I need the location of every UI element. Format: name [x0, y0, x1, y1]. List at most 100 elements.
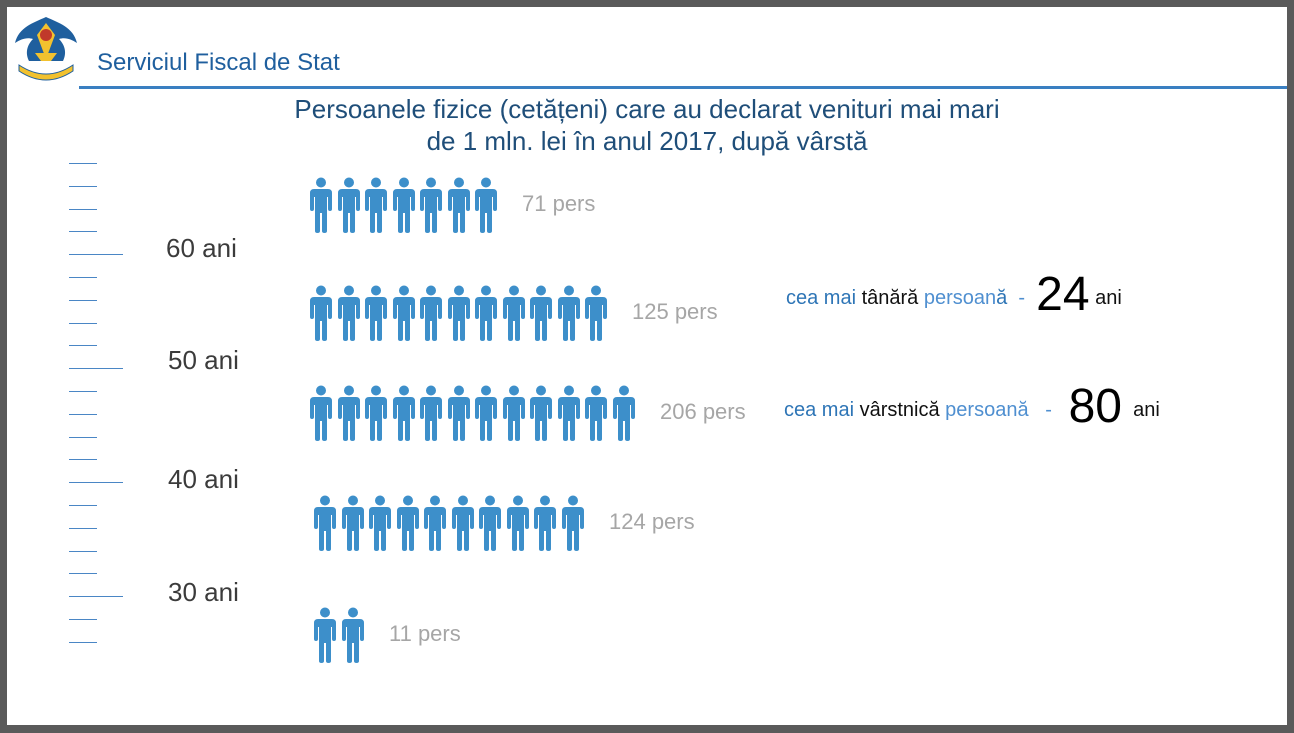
youngest-emph: tânără — [861, 287, 919, 309]
count-label: 71 pers — [522, 191, 596, 216]
person-icon — [392, 285, 416, 341]
youngest-person-fact: cea mai tânără persoană - 24 ani — [786, 267, 1122, 322]
chart-title-line-1: Persoanele fizice (cetățeni) care au dec… — [294, 94, 1000, 124]
person-icon — [364, 385, 388, 441]
youngest-value: 24 — [1036, 268, 1090, 321]
pictogram-row: 125 pers — [7, 285, 1287, 345]
ruler-minor-tick — [69, 642, 97, 643]
header-divider — [79, 86, 1287, 89]
youngest-unit: ani — [1089, 287, 1122, 309]
person-icon — [337, 177, 361, 233]
person-icon — [368, 495, 392, 551]
ruler-minor-tick — [69, 573, 97, 574]
pictogram-row: 124 pers — [7, 495, 1287, 555]
oldest-dash: - — [1028, 399, 1069, 421]
person-icon — [423, 495, 447, 551]
ruler-minor-tick — [69, 345, 97, 346]
youngest-dash: - — [1007, 287, 1037, 309]
ruler-minor-tick — [69, 528, 97, 529]
state-fiscal-service-emblem — [15, 17, 77, 81]
chart-title-line-2: de 1 mln. lei în anul 2017, după vârstă — [426, 126, 868, 156]
person-icon — [419, 177, 443, 233]
oldest-person-fact: cea mai vârstnică persoană - 80 ani — [784, 379, 1160, 434]
youngest-pre: cea mai — [786, 287, 862, 309]
ruler-minor-tick — [69, 391, 97, 392]
person-icon — [584, 385, 608, 441]
count-label: 124 pers — [609, 509, 695, 534]
person-icon — [533, 495, 557, 551]
org-name: Serviciul Fiscal de Stat — [97, 49, 340, 76]
person-icon — [337, 285, 361, 341]
ruler-major-tick — [69, 482, 123, 483]
person-icon — [313, 495, 337, 551]
person-icon — [309, 385, 333, 441]
person-icon — [474, 385, 498, 441]
person-icon — [447, 285, 471, 341]
pictogram-row: 206 pers — [7, 385, 1287, 445]
person-icon — [451, 495, 475, 551]
person-icon — [478, 495, 502, 551]
oldest-emph: vârstnică — [859, 399, 940, 421]
ruler-major-tick — [69, 368, 123, 369]
oldest-value: 80 — [1068, 380, 1122, 433]
header: Serviciul Fiscal de Stat — [7, 7, 1287, 91]
person-icon — [584, 285, 608, 341]
ruler-minor-tick — [69, 231, 97, 232]
person-icon — [502, 385, 526, 441]
youngest-post-2: ă — [996, 287, 1008, 309]
person-icon — [341, 495, 365, 551]
person-icon — [419, 285, 443, 341]
person-icon — [337, 385, 361, 441]
person-icon — [506, 495, 530, 551]
person-icon — [474, 285, 498, 341]
person-icon — [529, 385, 553, 441]
ruler-minor-tick — [69, 551, 97, 552]
person-icon — [557, 385, 581, 441]
person-icon — [557, 285, 581, 341]
axis-label-50: 50 ani — [168, 345, 239, 375]
chart-title: Persoanele fizice (cetățeni) care au dec… — [147, 93, 1147, 157]
ruler-major-tick — [69, 596, 123, 597]
person-icon — [529, 285, 553, 341]
count-label: 206 pers — [660, 399, 746, 424]
person-icon — [364, 285, 388, 341]
person-icon — [392, 177, 416, 233]
axis-label-60: 60 ani — [166, 233, 237, 263]
person-icon — [561, 495, 585, 551]
youngest-post: persoan — [918, 287, 997, 309]
ruler-minor-tick — [69, 459, 97, 460]
ruler-major-tick — [69, 254, 123, 255]
oldest-post: persoană — [939, 399, 1029, 421]
person-icon — [612, 385, 636, 441]
axis-label-30: 30 ani — [168, 577, 239, 607]
person-icon — [502, 285, 526, 341]
ruler-minor-tick — [69, 437, 97, 438]
person-icon — [396, 495, 420, 551]
person-icon — [447, 177, 471, 233]
ruler-minor-tick — [69, 277, 97, 278]
person-icon — [309, 285, 333, 341]
person-icon — [313, 607, 337, 663]
person-icon — [474, 177, 498, 233]
ruler-minor-tick — [69, 414, 97, 415]
ruler-minor-tick — [69, 186, 97, 187]
axis-label-40: 40 ani — [168, 464, 239, 494]
ruler-minor-tick — [69, 505, 97, 506]
ruler-minor-tick — [69, 323, 97, 324]
person-icon — [392, 385, 416, 441]
ruler-minor-tick — [69, 209, 97, 210]
person-icon — [364, 177, 388, 233]
oldest-unit: ani — [1121, 399, 1160, 421]
ruler-minor-tick — [69, 300, 97, 301]
slide: Serviciul Fiscal de Stat Persoanele fizi… — [7, 7, 1287, 725]
oldest-pre: cea mai — [784, 399, 860, 421]
person-icon — [341, 607, 365, 663]
person-icon — [419, 385, 443, 441]
ruler-minor-tick — [69, 163, 97, 164]
count-label: 11 pers — [389, 621, 461, 646]
count-label: 125 pers — [632, 299, 718, 324]
ruler-minor-tick — [69, 619, 97, 620]
person-icon — [309, 177, 333, 233]
pictogram-row: 71 pers — [7, 177, 1287, 237]
person-icon — [447, 385, 471, 441]
